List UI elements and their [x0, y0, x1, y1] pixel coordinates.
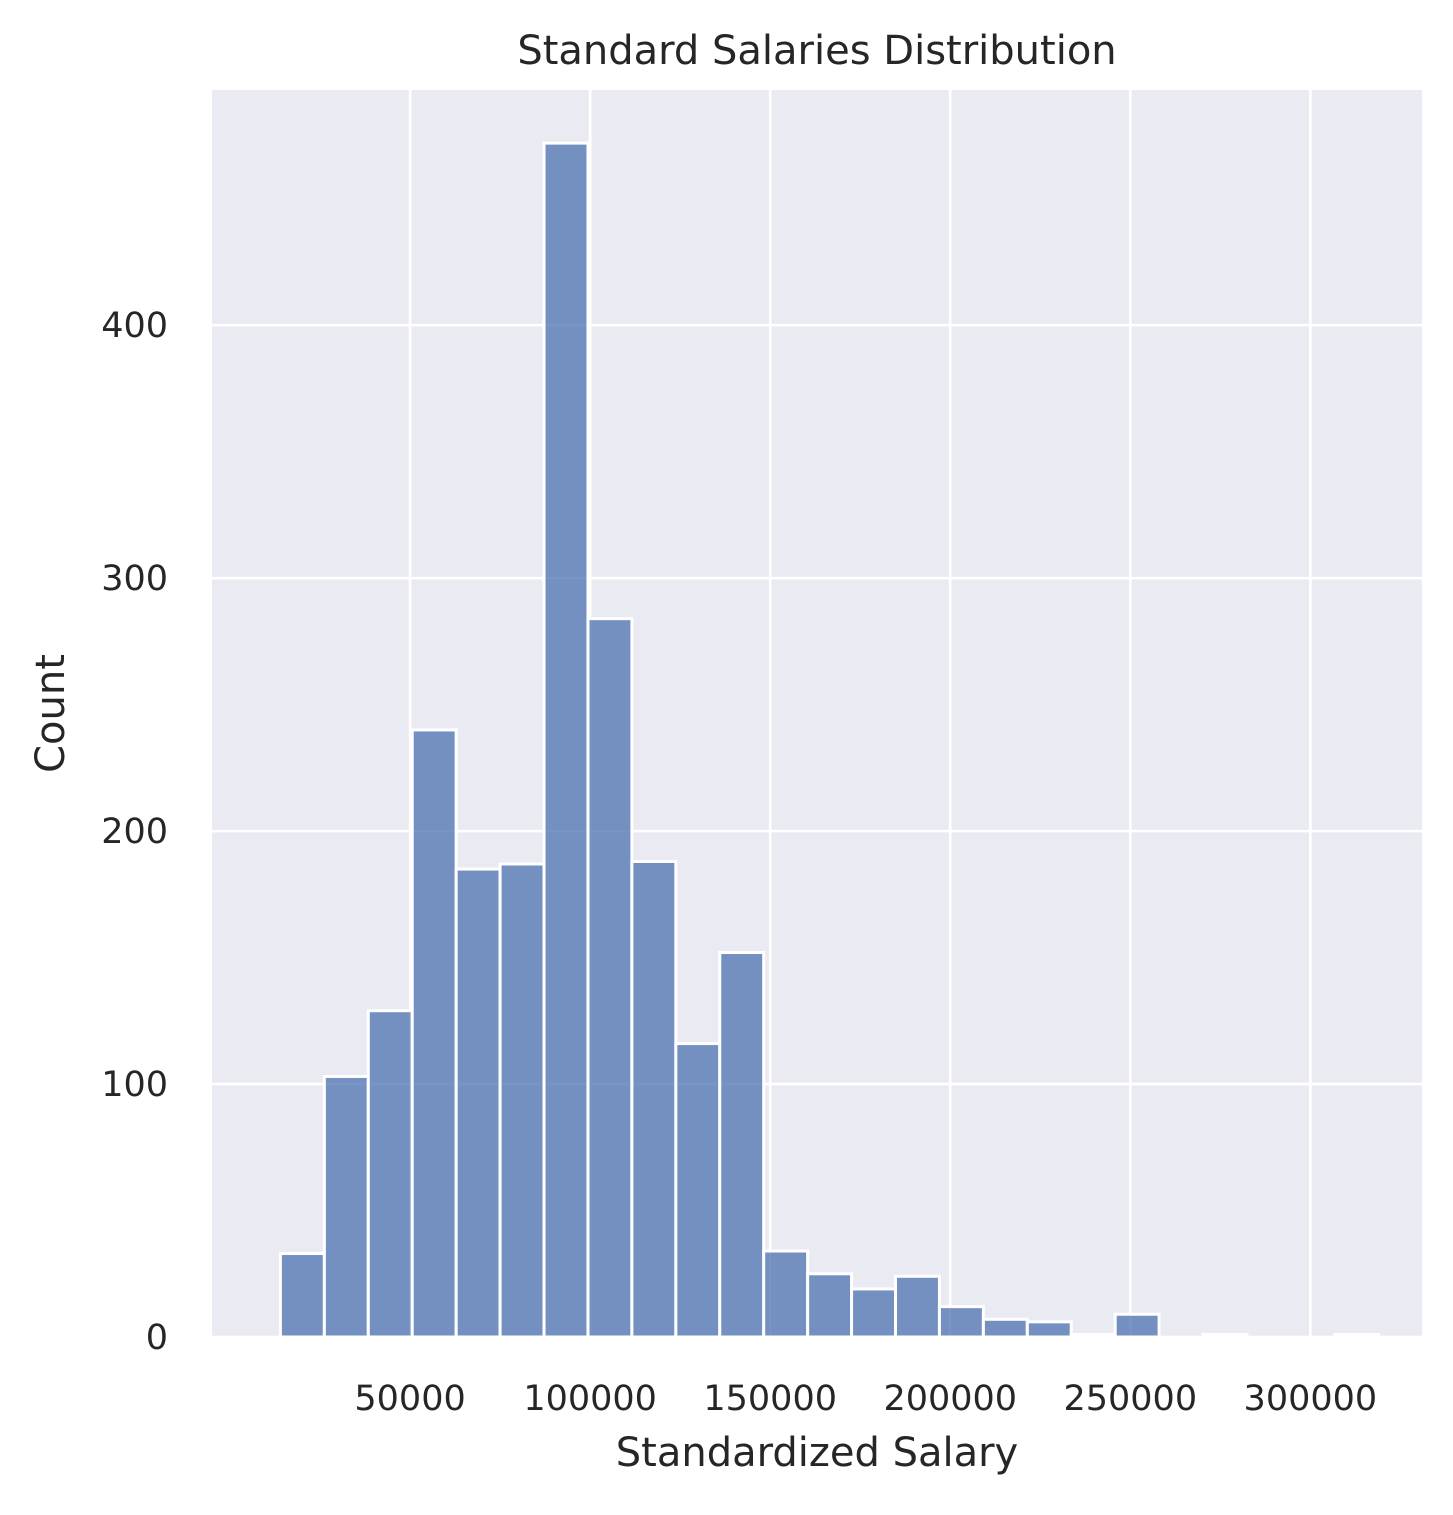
histogram-bar-1: [322, 1074, 370, 1339]
histogram-bar-10: [718, 951, 766, 1339]
x-tick-label-3: 200000: [883, 1379, 1017, 1419]
y-tick-label-0: 0: [146, 1318, 168, 1358]
histogram-bar-2: [366, 1009, 414, 1339]
histogram-bar-6: [542, 141, 590, 1339]
chart-title: Standard Salaries Distribution: [517, 28, 1116, 74]
x-tick-label-1: 100000: [523, 1379, 657, 1419]
x-tick-label-5: 300000: [1244, 1379, 1378, 1419]
x-tick-label-4: 250000: [1063, 1379, 1197, 1419]
histogram-bar-12: [806, 1272, 854, 1339]
histogram-bar-9: [674, 1042, 722, 1339]
x-tick-label-0: 50000: [354, 1379, 465, 1419]
histogram-bar-0: [278, 1252, 326, 1339]
y-tick-label-3: 300: [101, 559, 168, 599]
histogram-bar-24: [1333, 1332, 1381, 1339]
x-axis-tick-labels: 50000 100000 150000 200000 250000 300000: [354, 1379, 1377, 1419]
histogram-bars: [278, 141, 1381, 1339]
histogram-bar-3: [410, 728, 458, 1339]
y-tick-label-1: 100: [101, 1065, 168, 1105]
histogram-bar-16: [981, 1317, 1029, 1339]
histogram-bar-7: [586, 617, 634, 1339]
histogram-bar-13: [850, 1287, 898, 1339]
histogram-bar-8: [630, 859, 678, 1339]
y-axis-tick-labels: 0 100 200 300 400: [101, 306, 168, 1358]
histogram-bar-5: [498, 862, 546, 1339]
x-axis-label: Standardized Salary: [616, 1430, 1018, 1476]
histogram-bar-18: [1069, 1332, 1117, 1339]
x-tick-label-2: 150000: [703, 1379, 837, 1419]
histogram-bar-14: [894, 1274, 941, 1339]
histogram-bar-4: [454, 867, 502, 1339]
histogram-bar-21: [1201, 1332, 1249, 1339]
y-axis-label: Count: [28, 654, 74, 773]
histogram-bar-19: [1113, 1312, 1161, 1339]
histogram-bar-11: [762, 1249, 810, 1339]
y-tick-label-4: 400: [101, 306, 168, 346]
histogram-bar-15: [937, 1305, 985, 1339]
y-tick-label-2: 200: [101, 812, 168, 852]
histogram-bar-17: [1025, 1320, 1073, 1339]
